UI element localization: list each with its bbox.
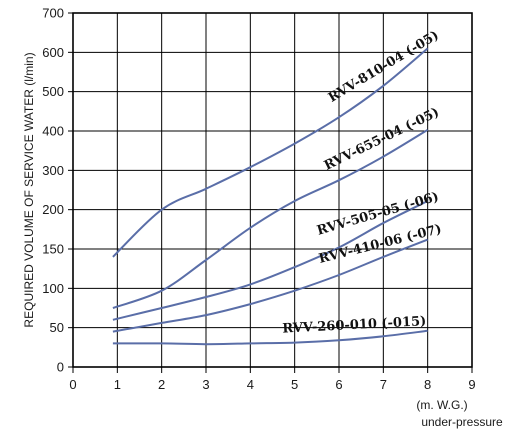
series-line	[112, 329, 428, 346]
x-tick-label: 9	[468, 377, 475, 392]
y-tick-label: 300	[42, 163, 64, 178]
y-tick-label: 50	[50, 320, 64, 335]
series-labels: RVV-810-04 (-05)RVV-655-04 (-05)RVV-505-…	[282, 28, 443, 337]
x-tick-labels: 0 1 2 3 4 5 6 7 8 9	[69, 377, 475, 392]
x-tick-label: 4	[247, 377, 254, 392]
series-label: RVV-260-010 (-015)	[282, 314, 427, 337]
x-axis-title: under-pressure	[421, 415, 503, 429]
series-line	[112, 128, 429, 309]
x-tick-label: 3	[202, 377, 209, 392]
x-tick-label: 2	[158, 377, 165, 392]
series-label: RVV-655-04 (-05)	[322, 105, 442, 174]
y-tick-label: 600	[42, 45, 64, 60]
x-tick-label: 8	[424, 377, 431, 392]
y-tick-label: 100	[42, 281, 64, 296]
y-tick-labels: 0 50 100 150 200 300 400 500 600 700	[42, 6, 64, 375]
x-tick-label: 5	[291, 377, 298, 392]
y-tick-label: 700	[42, 6, 64, 21]
y-tick-label: 400	[42, 124, 64, 139]
x-tick-label: 7	[380, 377, 387, 392]
series-line	[112, 200, 429, 321]
y-tick-label: 500	[42, 84, 64, 99]
x-tick-label: 0	[69, 377, 76, 392]
series-line	[112, 238, 429, 333]
y-tick-label: 0	[57, 360, 64, 375]
y-axis-title: REQUIRED VOLUME OF SERVICE WATER (l/min)	[22, 52, 36, 327]
y-tick-label: 150	[42, 242, 64, 257]
series-line	[112, 47, 429, 258]
x-axis-unit: (m. W.G.)	[416, 398, 467, 412]
series-lines	[112, 47, 429, 346]
x-tick-label: 6	[335, 377, 342, 392]
x-tick-label: 1	[114, 377, 121, 392]
y-tick-label: 200	[42, 202, 64, 217]
grid	[68, 12, 473, 373]
plot-frame	[72, 12, 473, 368]
